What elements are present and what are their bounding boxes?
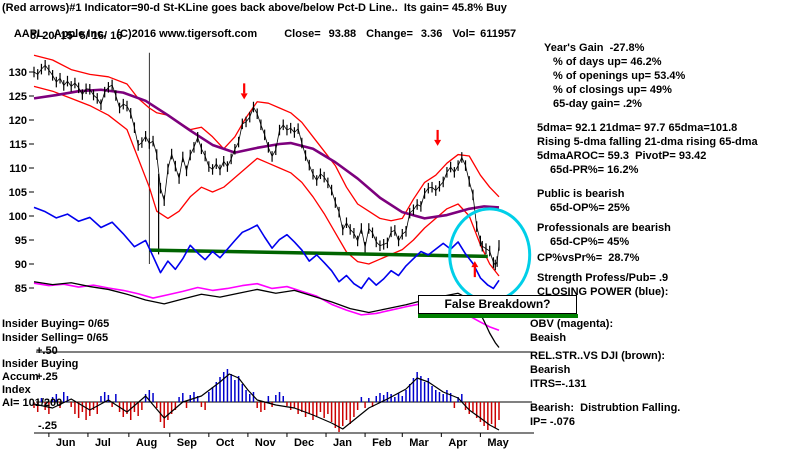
price-label: 110 <box>9 163 27 175</box>
stat-65d-cp: 65d-CP%= 45% <box>550 236 630 248</box>
stat-aroc-pivot: 5dmaAROC= 59.3 PivotP= 93.42 <box>537 150 707 162</box>
ticker-symbol: AAPL <box>13 28 44 40</box>
price-label: 105 <box>9 187 27 199</box>
price-label: 85 <box>15 283 27 295</box>
stat-professionals-sentiment: Professionals are bearish <box>537 222 671 234</box>
company-name: Apple Inc. <box>53 28 107 40</box>
close-value: 93.88 <box>328 28 357 40</box>
copyright-site: (C)2016 www.tigersoft.com <box>116 28 258 40</box>
ai-reading: AI= 101/200 <box>2 397 63 409</box>
stat-public-sentiment: Public is bearish <box>537 188 625 200</box>
stat-strength-ratio: Strength Profess/Pub= .9 <box>537 272 669 284</box>
price-label: 100 <box>9 211 27 223</box>
price-label: 90 <box>15 259 27 271</box>
month-label: May <box>487 437 509 449</box>
label-accum: Accum <box>2 371 39 383</box>
up-arrowhead-icon <box>471 261 479 268</box>
stat-65d-pr: 65d-PR%= 16.2% <box>550 164 639 176</box>
stat-cp-vs-pr: CP%vsPr%= 28.7% <box>537 252 640 264</box>
down-arrowhead-icon <box>434 139 442 146</box>
change-label: Change= <box>366 28 413 40</box>
date-range: 5/ 20/ 15- 5/ 16/ 16 <box>30 30 123 42</box>
scale-minus25: -.25 <box>38 420 57 432</box>
stat-moving-averages: 5dma= 92.1 21dma= 97.7 65dma=101.8 <box>537 122 738 134</box>
stat-years-gain: Year's Gain -27.8% <box>544 42 645 54</box>
down-arrowhead-icon <box>240 93 248 100</box>
stat-closings-up: % of closings up= 49% <box>553 84 672 96</box>
stat-ma-trends: Rising 5-dma falling 21-dma rising 65-dm… <box>537 136 758 148</box>
stat-ip: IP= -.076 <box>530 416 575 428</box>
label-rel-str: REL.STR..VS DJI (brown): <box>530 350 666 362</box>
lower-band-line <box>33 85 500 277</box>
price-label: 125 <box>9 91 27 103</box>
month-label: Nov <box>255 437 277 449</box>
month-label: Mar <box>409 437 429 449</box>
closing-power-line <box>33 206 500 290</box>
month-label: Dec <box>294 437 314 449</box>
close-label: Close= <box>284 28 321 40</box>
price-label: 120 <box>9 115 27 127</box>
stat-days-up: % of days up= 46.2% <box>553 56 662 68</box>
label-insider-buying: Insider Buying <box>2 358 79 370</box>
stat-65d-op: 65d-OP%= 25% <box>550 202 630 214</box>
month-label: Apr <box>448 437 468 449</box>
volume-label: Vol= <box>452 28 476 40</box>
price-label: 95 <box>15 235 27 247</box>
label-obv: OBV (magenta): <box>530 318 614 330</box>
scale-plus50: +.50 <box>36 345 58 357</box>
insider-buying-count: Insider Buying= 0/65 <box>2 318 110 330</box>
label-index: Index <box>2 384 31 396</box>
header-identity: AAPL Apple Inc. (C)2016 www.tigersoft.com <box>2 16 257 52</box>
insider-selling-count: Insider Selling= 0/65 <box>2 332 109 344</box>
month-label: Sep <box>177 437 197 449</box>
obv-reading: Beaish <box>530 332 567 344</box>
stat-itrs: ITRS=-.131 <box>530 378 587 390</box>
ma-65day-line <box>33 88 500 220</box>
price-close-line <box>33 64 500 266</box>
price-label: 130 <box>9 67 27 79</box>
month-label: Jul <box>95 437 111 449</box>
rel-str-reading: Bearish <box>530 364 571 376</box>
month-label: Aug <box>136 437 157 449</box>
support-trendline <box>149 248 488 259</box>
month-label: Oct <box>216 437 235 449</box>
header-quote: Close= 93.88 Change= 3.36 Vol= 611957 <box>272 16 516 52</box>
false-breakdown-note[interactable]: False Breakdown? <box>418 295 577 314</box>
stat-65day-gain: 65-day gain= .2% <box>553 98 642 110</box>
distribution-note: Bearish: Distrubtion Falling. <box>530 402 681 414</box>
indicator-description: (Red arrows)#1 Indicator=90-d St-KLine g… <box>2 2 507 14</box>
month-label: Jun <box>56 437 76 449</box>
month-label: Jan <box>333 437 352 449</box>
accum-index-line <box>33 373 500 431</box>
change-value: 3.36 <box>420 28 443 40</box>
volume-value: 611957 <box>480 28 517 40</box>
month-label: Feb <box>372 437 392 449</box>
scale-plus25: +.25 <box>36 371 58 383</box>
upper-band-line <box>33 54 500 222</box>
price-label: 115 <box>9 139 27 151</box>
stat-openings-up: % of openings up= 53.4% <box>553 70 686 82</box>
